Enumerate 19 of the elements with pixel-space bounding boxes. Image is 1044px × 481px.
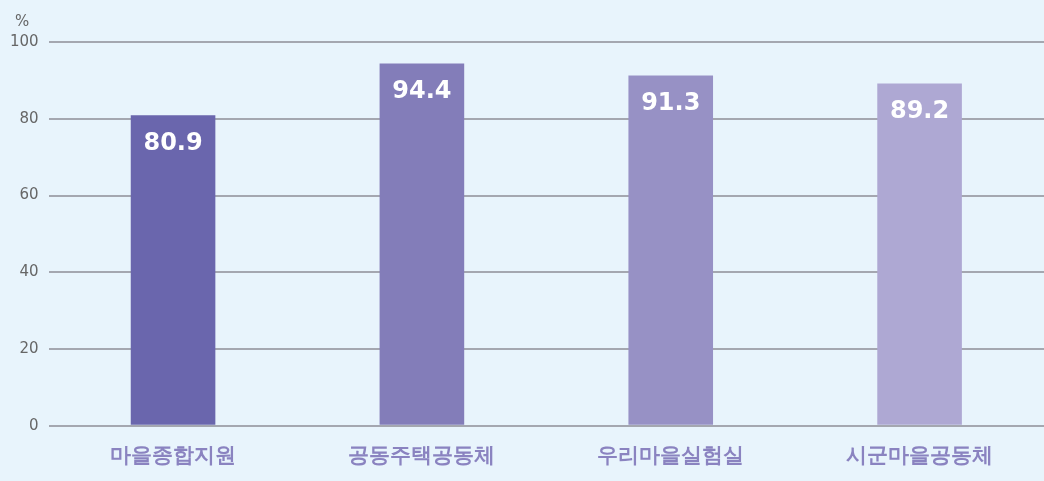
bar xyxy=(379,63,465,425)
bar xyxy=(628,75,714,425)
bar xyxy=(877,83,962,425)
data-label: 89.2 xyxy=(889,95,950,124)
data-label: 91.3 xyxy=(641,87,701,116)
y-tick-label: 100 xyxy=(9,31,39,50)
data-label: 94.4 xyxy=(392,75,452,104)
x-tick-label: 마을종합지원 xyxy=(110,442,237,467)
y-tick-label: 0 xyxy=(29,415,39,434)
x-tick-label: 우리마을실험실 xyxy=(597,442,745,467)
y-tick-label: 80 xyxy=(19,108,39,127)
y-axis-title: % xyxy=(14,12,30,31)
data-label: 80.9 xyxy=(143,127,203,156)
x-tick-label: 시군마을공동체 xyxy=(846,442,994,467)
y-tick-label: 40 xyxy=(19,262,39,281)
y-tick-label: 60 xyxy=(19,185,39,204)
bar xyxy=(130,115,216,425)
y-tick-label: 20 xyxy=(19,338,39,357)
x-tick-label: 공동주택공동체 xyxy=(348,442,496,467)
